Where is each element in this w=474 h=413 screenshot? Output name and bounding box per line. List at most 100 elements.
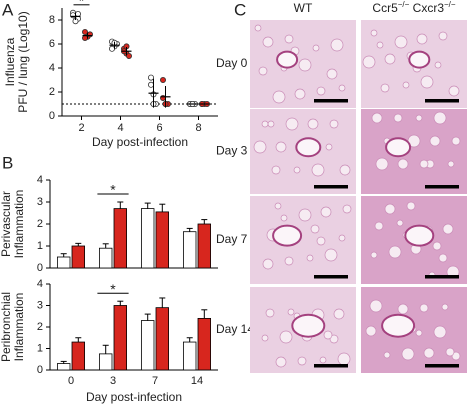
alveolus: [402, 81, 410, 89]
alveolus: [388, 245, 402, 259]
airway: [272, 224, 303, 247]
alveolus: [448, 85, 460, 97]
y-tick-label: 3: [37, 196, 43, 208]
data-point: [87, 31, 94, 38]
y-axis-label: Inflammation: [12, 293, 26, 362]
x-tick-label: 3: [110, 375, 116, 387]
alveolus: [287, 308, 295, 316]
header-part: −/−: [444, 0, 456, 9]
alveolus: [451, 351, 461, 361]
alveolus: [298, 58, 312, 72]
alveolus: [298, 208, 312, 222]
panel-label: B: [2, 153, 13, 172]
alveolus: [324, 248, 338, 262]
y-tick-label: 6: [49, 38, 55, 50]
bar: [71, 341, 86, 371]
alveolus: [438, 31, 448, 41]
alveolus: [258, 66, 268, 76]
y-tick-label: 1: [37, 240, 43, 252]
data-point: [159, 77, 166, 84]
data-point: [147, 74, 154, 81]
header-part: WT: [294, 1, 313, 15]
alveolus: [326, 68, 338, 80]
alveolus: [338, 234, 346, 242]
alveolus: [447, 160, 455, 168]
alveolus: [423, 347, 435, 359]
y-tick-label: 2: [49, 86, 55, 98]
alveolus: [339, 164, 351, 176]
alveolus: [371, 112, 383, 124]
alveolus: [284, 34, 294, 44]
alveolus: [362, 55, 376, 69]
tissue-image: [361, 109, 467, 194]
y-axis-label: Perivascular: [0, 191, 13, 257]
alveolus: [312, 44, 320, 52]
alveolus: [441, 303, 449, 311]
alveolus: [396, 219, 404, 227]
bar: [99, 353, 113, 371]
alveolus: [442, 223, 454, 235]
alveolus: [384, 203, 396, 215]
data-point: [109, 45, 116, 52]
alveolus: [393, 113, 403, 123]
data-point: [126, 53, 133, 60]
alveolus: [320, 206, 332, 218]
tissue-image: [250, 287, 356, 373]
alveolus: [294, 88, 306, 100]
row-label: Day 14: [216, 322, 254, 336]
alveolus: [279, 330, 293, 344]
alveolus: [375, 157, 389, 171]
airway: [276, 50, 299, 69]
alveolus: [397, 303, 409, 315]
row-label: Day 7: [216, 232, 248, 246]
alveolus: [384, 53, 396, 65]
bar: [71, 245, 86, 269]
alveolus: [330, 38, 344, 52]
y-tick-label: 0: [37, 262, 43, 274]
data-point: [82, 28, 89, 35]
y-tick-label: 2: [37, 321, 43, 333]
alveolus: [311, 163, 325, 177]
bar: [197, 223, 212, 269]
alveolus: [297, 356, 307, 366]
alveolus: [285, 117, 299, 131]
alveolus: [383, 351, 391, 359]
alveolus: [319, 356, 327, 364]
alveolus: [271, 165, 281, 175]
y-tick-label: 8: [49, 14, 55, 26]
alveolus: [274, 202, 282, 210]
alveolus: [370, 251, 378, 259]
alveolus: [293, 166, 301, 174]
bar: [57, 363, 71, 371]
alveolus: [284, 256, 294, 266]
bar: [182, 341, 197, 371]
tissue-image: [361, 20, 467, 108]
airway: [385, 137, 412, 158]
alveolus: [261, 334, 269, 342]
alveolus: [394, 35, 408, 49]
airway: [408, 50, 431, 69]
y-axis-label: Peribronchial: [0, 292, 13, 362]
scale-bar: [425, 99, 459, 103]
column-header: WT: [294, 1, 313, 15]
row-label: Day 3: [216, 144, 248, 158]
x-tick-label: 8: [195, 122, 201, 134]
alveolus: [253, 140, 267, 154]
alveolus: [420, 75, 434, 89]
scale-bar: [425, 275, 459, 279]
alveolus: [415, 329, 423, 337]
data-point: [147, 81, 154, 88]
y-tick-label: 4: [37, 278, 43, 290]
y-tick-label: 1: [37, 342, 43, 354]
x-tick-label: 2: [78, 122, 84, 134]
alveolus: [337, 352, 351, 366]
alveolus: [397, 158, 409, 170]
panel-label: C: [234, 0, 246, 19]
alveolus: [338, 84, 346, 92]
tissue-image: [361, 196, 467, 284]
header-part: −/−: [398, 0, 410, 9]
alveolus: [265, 308, 275, 318]
airway: [295, 137, 322, 158]
alveolus: [374, 221, 384, 231]
